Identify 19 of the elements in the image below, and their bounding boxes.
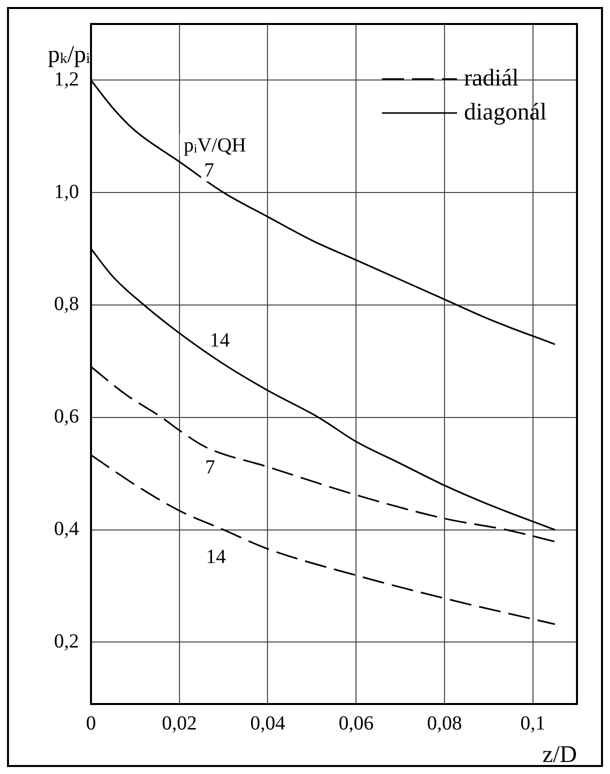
y-tick-label: 1,0 xyxy=(54,180,79,203)
x-tick-label: 0 xyxy=(86,712,96,734)
x-tick-label: 0,02 xyxy=(162,712,197,734)
y-tick-label: 0,8 xyxy=(54,293,79,316)
annotation: 7 xyxy=(205,456,216,479)
x-tick-label: 0,08 xyxy=(426,712,462,734)
x-tick-label: 0,1 xyxy=(520,712,546,734)
y-tick-label: 0,4 xyxy=(54,518,79,540)
x-tick-label: 0,06 xyxy=(338,712,374,734)
annotation: 7 xyxy=(204,160,214,182)
annotation: 14 xyxy=(206,546,226,568)
y-tick-label: 0,6 xyxy=(54,406,79,428)
x-tick-label: 0,04 xyxy=(250,712,286,734)
y-tick-label: 1,2 xyxy=(54,68,79,90)
y-tick-label: 0,2 xyxy=(54,630,79,652)
annotation: 14 xyxy=(210,330,230,352)
annotation: piV/QH xyxy=(184,134,246,156)
y-axis-title: pk/pi xyxy=(48,42,90,68)
x-axis-title: z/D xyxy=(542,742,578,768)
